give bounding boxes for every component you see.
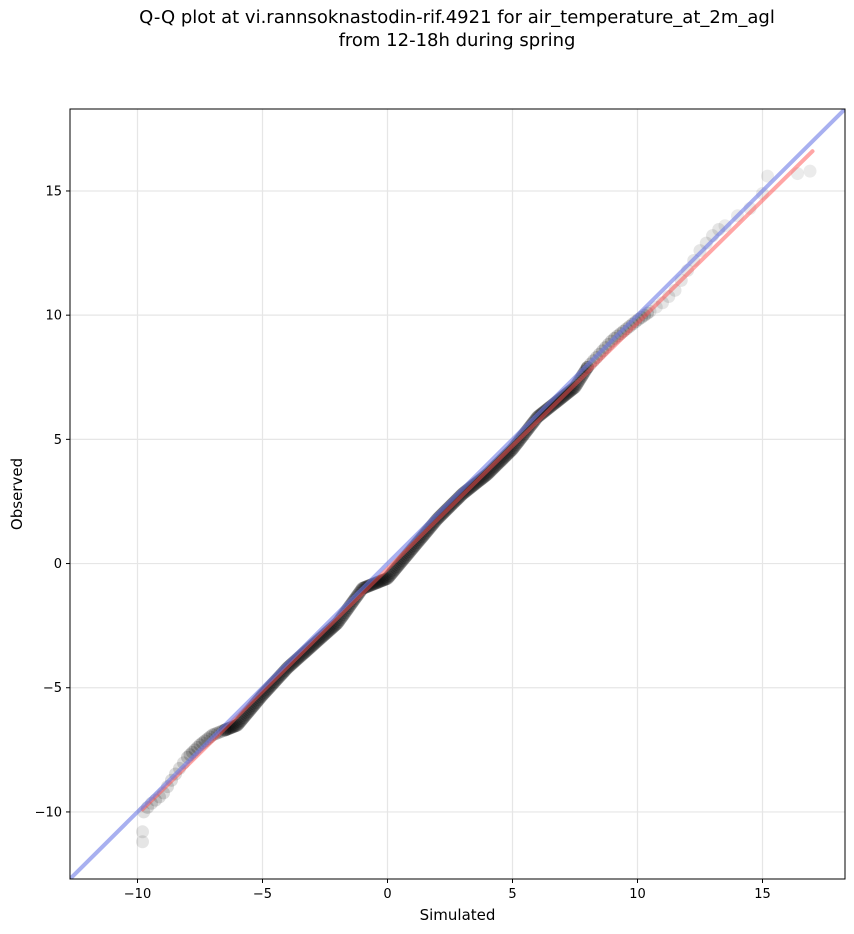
quantile-point <box>478 469 492 483</box>
y-tick-label: 5 <box>54 433 62 448</box>
reference-lines <box>70 109 845 879</box>
quantile-points <box>136 164 817 849</box>
quantile-point <box>494 453 508 467</box>
quantile-point <box>761 169 774 183</box>
quantile-point <box>492 456 506 470</box>
x-tick-label: 10 <box>629 887 646 902</box>
quantile-point <box>507 441 521 455</box>
quantile-point <box>487 461 501 475</box>
quantile-point <box>496 452 509 466</box>
quantile-point <box>506 442 519 456</box>
fit-line <box>140 149 815 812</box>
quantile-point <box>504 444 518 458</box>
quantile-point <box>803 164 817 178</box>
quantile-point <box>483 465 497 479</box>
y-tick-label: −5 <box>43 681 62 696</box>
quantile-point <box>482 466 496 480</box>
x-tick-label: 5 <box>508 887 516 902</box>
quantile-point <box>536 406 549 420</box>
chart-title: Q-Q plot at vi.rannsoknastodin-rif.4921 … <box>0 6 854 52</box>
y-axis-label: Observed <box>8 458 26 530</box>
identity-line <box>70 109 845 879</box>
x-tick-label: 15 <box>754 887 771 902</box>
plot-frame <box>69 108 846 880</box>
quantile-point <box>381 571 394 585</box>
quantile-point <box>488 460 502 474</box>
quantile-point <box>493 455 507 469</box>
quantile-point <box>382 570 396 584</box>
y-tick-label: 0 <box>54 557 62 572</box>
y-tick-label: 10 <box>45 309 62 324</box>
quantile-point <box>479 468 493 482</box>
quantile-point <box>502 446 516 460</box>
axis-ticks: −10 −5 0 5 10 15 −10 −5 0 5 10 15 <box>35 184 771 902</box>
quantile-point <box>528 413 542 427</box>
quantile-point <box>497 451 511 465</box>
y-tick-label: 15 <box>45 184 62 199</box>
quantile-point <box>486 462 499 476</box>
quantile-point <box>489 458 503 472</box>
y-tick-label: −10 <box>35 805 62 820</box>
quantile-point <box>484 463 498 477</box>
x-axis-label: Simulated <box>420 906 496 924</box>
quantile-point <box>503 445 517 459</box>
quantile-point <box>498 450 512 464</box>
quantile-point <box>527 415 541 429</box>
grid <box>70 109 845 879</box>
quantile-point <box>491 457 504 471</box>
quantile-point <box>499 449 513 462</box>
quantile-point <box>501 447 514 461</box>
x-tick-label: 0 <box>383 887 391 902</box>
quantile-point <box>481 467 494 481</box>
x-tick-label: −5 <box>253 887 272 902</box>
chart-title-line-2: from 12-18h during spring <box>338 30 576 51</box>
quantile-point <box>136 835 149 849</box>
quantile-point <box>136 825 149 839</box>
x-tick-label: −10 <box>124 887 151 902</box>
chart-title-line-1: Q-Q plot at vi.rannsoknastodin-rif.4921 … <box>139 7 775 28</box>
